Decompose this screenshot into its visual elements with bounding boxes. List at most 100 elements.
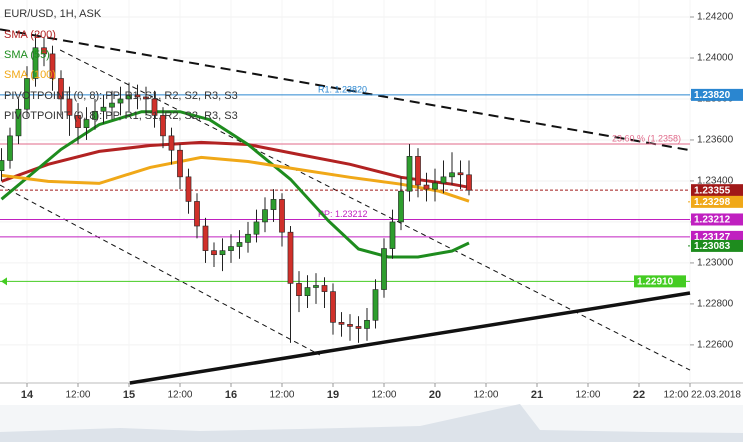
axis-price-label-text: 1.23355 — [694, 185, 731, 196]
plot-area: R1: 1.23820 23.60 % (1.2358) PP: 1.23212 — [0, 0, 691, 385]
candle-body — [134, 94, 141, 98]
candle-body — [440, 176, 447, 184]
axis-price-label-box — [691, 88, 743, 101]
candle-body — [151, 98, 158, 116]
trendline — [0, 28, 691, 152]
x-tick-label: 12:00 — [473, 390, 498, 401]
candle-body — [330, 291, 336, 323]
candle-body — [304, 287, 311, 297]
indicator-line — [0, 110, 470, 259]
candle-body — [58, 78, 64, 100]
indicator-label: PIVOTPOINT (0, 8): PP, R1, S1, R2, S2, R… — [4, 90, 238, 102]
level-label-box — [634, 275, 686, 288]
candle-body — [253, 221, 260, 235]
axis-price-label-text: 1.23820 — [694, 90, 731, 101]
candle-body — [296, 283, 302, 297]
candle-body — [313, 285, 319, 288]
x-tick-label: 12:00 — [167, 390, 192, 401]
candle-body — [287, 231, 294, 284]
axis-price-label-box — [691, 184, 743, 197]
axis-price-label: 1.23355 — [691, 184, 743, 196]
candle-body — [194, 201, 200, 227]
axis-price-label-text: 1.23212 — [694, 215, 731, 226]
axis-price-label-box — [691, 195, 743, 208]
candle-body — [83, 119, 90, 128]
legend: EUR/USD, 1H, ASK PIVOTPOINT (0, 8): PP, … — [4, 8, 238, 122]
candle-body — [415, 156, 421, 186]
trendline — [59, 49, 691, 371]
axis-price-label: 1.23127 — [691, 230, 743, 243]
y-tick-label: 1.22600 — [697, 340, 734, 351]
axis-price-label: 1.23298 — [691, 195, 743, 208]
candle-body — [245, 233, 251, 243]
axis-price-label: 1.23820 — [691, 88, 743, 101]
candle-body — [228, 246, 234, 251]
navigator-volume — [0, 404, 743, 442]
axis-price-label: 1.23212 — [691, 213, 743, 226]
y-tick-label: 1.23400 — [697, 176, 734, 187]
chart-title: EUR/USD, 1H, ASK — [4, 8, 102, 20]
level-label-text: 1.22910 — [637, 276, 674, 287]
candle-body — [75, 115, 81, 128]
candle-body — [432, 182, 438, 190]
y-tick-label: 1.24000 — [697, 53, 734, 64]
legend-entry: SMA (55) — [4, 49, 50, 61]
candle-body — [0, 160, 5, 172]
candle-body — [406, 156, 413, 192]
axis-price-label-box — [691, 213, 743, 226]
candle-body — [372, 289, 379, 321]
candle-body — [177, 149, 183, 178]
candle-body — [321, 285, 328, 292]
candle-body — [7, 135, 13, 161]
indicator-line — [1, 155, 470, 203]
candle-body — [185, 176, 192, 202]
candle-body — [143, 96, 149, 100]
candle-body — [219, 250, 226, 256]
candle-body — [211, 250, 217, 256]
candle-body — [355, 326, 362, 329]
candle-body — [168, 135, 175, 151]
candle-body — [236, 242, 243, 247]
candle-body — [262, 209, 268, 223]
trendline — [129, 291, 691, 385]
axis-price-label-box — [691, 239, 743, 252]
level-tag: 23.60 % (1.2358) — [612, 133, 681, 143]
candle-body — [270, 199, 277, 210]
trendline — [0, 184, 321, 356]
candle-body — [109, 102, 115, 108]
candle-body — [202, 225, 209, 251]
x-tick-label: 14 — [21, 389, 34, 401]
level-tag: R1: 1.23820 — [318, 84, 367, 94]
x-tick-label: 12:00 — [65, 390, 90, 401]
candle-body — [338, 322, 345, 325]
candle-body — [49, 53, 56, 79]
x-tick-label: 16 — [225, 389, 237, 401]
candle-body — [126, 94, 132, 100]
candle-body — [160, 115, 166, 137]
axis-price-label-text: 1.23083 — [694, 241, 731, 252]
candle-body — [117, 98, 124, 104]
x-tick-label: 22 — [633, 389, 645, 401]
y-tick-label: 1.24200 — [697, 12, 734, 23]
y-tick-label: 1.23000 — [697, 258, 734, 269]
level-arrow — [1, 277, 7, 286]
candle-body — [449, 172, 455, 178]
axis-price-label-text: 1.23127 — [694, 232, 731, 243]
candle-body — [347, 324, 353, 327]
x-tick-label: 21 — [531, 389, 543, 401]
candle-body — [398, 190, 404, 223]
candle-body — [389, 221, 396, 249]
x-tick-label: 12:00 — [663, 390, 688, 401]
x-tick-label: 19 — [327, 389, 339, 401]
legend-entry: SMA (100) — [4, 69, 56, 81]
candle-body — [457, 172, 464, 176]
candle-body — [423, 184, 430, 190]
candle-body — [381, 248, 387, 290]
axis-price-label-box — [691, 230, 743, 243]
y-tick-label: 1.22800 — [697, 299, 734, 310]
candle-body — [100, 106, 107, 112]
x-tick-label: 12:00 — [575, 390, 600, 401]
candle-body — [32, 47, 39, 79]
level-label: 1.22910 — [634, 275, 686, 287]
